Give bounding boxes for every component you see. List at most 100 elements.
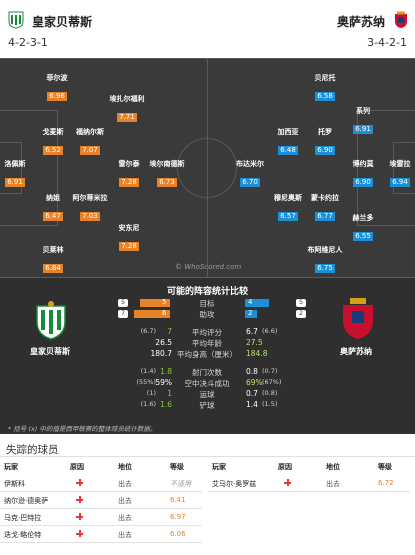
player-torro[interactable]: 托罗 6.90 (315, 128, 335, 155)
away-stat-value: 1.4 (246, 400, 258, 409)
watermark: © WhoScored.com (175, 263, 242, 271)
header-reason-away: 原因 (278, 463, 292, 471)
missing-player-rating: 6.06 (170, 530, 186, 538)
home-team-name[interactable]: 皇家贝蒂斯 (32, 15, 93, 29)
home-stat-value: 6 (162, 309, 167, 317)
player-nazhe[interactable]: 纳姐 6.47 (43, 194, 63, 221)
stat-label: 射门次数 (192, 368, 222, 377)
missing-player-rating: 6.97 (170, 513, 186, 521)
header-status-away: 地位 (326, 463, 340, 471)
away-league-value: (67%) (262, 378, 282, 386)
away-league-value: (1.5) (262, 400, 278, 408)
missing-player-row[interactable]: 迭戈·略伦特 出去 6.06 (0, 526, 202, 543)
away-team-name[interactable]: 奥萨苏纳 (336, 15, 385, 29)
missing-player-row[interactable]: 伊斯科 出去 不适用 (0, 475, 202, 492)
away-league-badge: 5 (296, 299, 306, 307)
header-player-away: 玩家 (212, 463, 226, 471)
home-league-badge: 5 (118, 299, 128, 307)
player-boyomo[interactable]: 博约莫 6.90 (352, 160, 374, 187)
player-benito[interactable]: 贝尼托 6.58 (314, 74, 336, 101)
home-stat-bar (140, 299, 170, 307)
player-buaweini[interactable]: 布阿维尼人 6.75 (307, 246, 343, 273)
away-stat-value: 0.8 (246, 367, 258, 376)
stat-row: (6.7) 7 平均评分 6.7 (6.6) (0, 327, 415, 338)
home-stat-value: 7 (167, 327, 172, 336)
stat-row: (1.6) 1.6 铲球 1.4 (1.5) (0, 400, 415, 411)
missing-player-rating: 不适用 (170, 480, 191, 488)
header-status: 地位 (118, 463, 132, 471)
pitch: 菲尔波 6.96 戈麦斯 6.52 洛佩斯 6.91 纳姐 6.47 贝莱林 6.84 埃… (0, 58, 415, 278)
missing-player-row[interactable]: 艾马尔·奥罗兹 出去 6.72 (208, 475, 410, 492)
player-moncayola[interactable]: 蒙卡约拉 6.77 (311, 194, 339, 221)
injury-cross-icon (76, 513, 83, 520)
stat-label: 目标 (199, 299, 215, 308)
away-formation: 3-4-2-1 (367, 36, 407, 49)
stat-bar-row: 5 5 目标 4 5 (0, 298, 415, 309)
header-player: 玩家 (4, 463, 18, 471)
home-league-badge: 7 (118, 310, 128, 318)
stat-label: 运球 (199, 390, 215, 399)
player-filpo[interactable]: 菲尔波 6.96 (46, 74, 68, 101)
player-hernandez[interactable]: 埃尔南德斯 6.73 (149, 160, 185, 187)
injury-cross-icon (76, 479, 83, 486)
missing-player-rating: 6.41 (170, 496, 186, 504)
player-budimir[interactable]: 布达米尔 6.70 (236, 160, 264, 187)
stat-label: 平均身高（厘米） (177, 350, 237, 359)
home-league-value: (1.6) (140, 400, 156, 408)
stat-label: 平均评分 (192, 328, 222, 337)
player-lopez[interactable]: 洛佩斯 6.91 (4, 160, 26, 187)
player-herrera[interactable]: 埃雷拉 6.94 (389, 160, 411, 187)
missing-player-name[interactable]: 纳尔逊·德奥萨 (4, 497, 49, 505)
away-league-badge: 2 (296, 310, 306, 318)
player-leiertai[interactable]: 雷尔泰 7.28 (118, 160, 140, 187)
header-rating: 等级 (170, 463, 184, 471)
player-antony[interactable]: 安东尼 7.28 (118, 224, 140, 251)
away-league-value: (6.6) (262, 327, 278, 335)
stat-row: (1.4) 1.8 射门次数 0.8 (0.7) (0, 367, 415, 378)
missing-player-name[interactable]: 迭戈·略伦特 (4, 531, 42, 539)
player-garcia[interactable]: 加西亚 6.48 (277, 128, 299, 155)
stat-label: 平均年龄 (192, 339, 222, 348)
home-stat-value: 180.7 (150, 349, 172, 358)
stats-home-team: 皇家贝蒂斯 (30, 347, 70, 356)
missing-player-row[interactable]: 纳尔逊·德奥萨 出去 6.41 (0, 492, 202, 509)
away-stat-value: 69% (246, 378, 263, 387)
player-altimira[interactable]: 阿尔蒂米拉 7.03 (72, 194, 108, 221)
away-league-value: (0.7) (262, 367, 278, 375)
home-league-value: (55%) (136, 378, 156, 386)
injury-cross-icon (76, 530, 83, 537)
missing-player-rating: 6.72 (378, 479, 394, 487)
home-stat-value: 1.6 (160, 400, 172, 409)
away-stat-value: 184.8 (246, 349, 268, 358)
away-league-value: (0.8) (262, 389, 278, 397)
away-stat-value: 4 (248, 298, 253, 306)
missing-player-status: 出去 (118, 514, 132, 522)
player-munoz[interactable]: 穆尼奥斯 6.57 (274, 194, 302, 221)
stat-bar-row: 7 6 助攻 2 2 (0, 309, 415, 320)
player-xilie[interactable]: 系列 6.91 (353, 107, 373, 134)
injury-cross-icon (76, 496, 83, 503)
real-betis-crest-icon (8, 11, 24, 29)
missing-player-name[interactable]: 伊斯科 (4, 480, 25, 488)
missing-player-status: 出去 (118, 497, 132, 505)
player-ezzalzouli[interactable]: 埃扎尔福利 7.71 (109, 95, 145, 122)
player-helando[interactable]: 赫兰多 6.55 (352, 214, 374, 241)
stats-title: 可能的阵容统计比较 (166, 287, 248, 297)
missing-player-name[interactable]: 艾马尔·奥罗兹 (212, 480, 257, 488)
stats-away-team: 奥萨苏纳 (340, 347, 372, 356)
away-stat-value: 6.7 (246, 327, 258, 336)
home-stat-value: 59% (155, 378, 172, 387)
lineup-stats-panel: 可能的阵容统计比较 皇家贝蒂斯 奥萨苏纳 5 5 目标 4 5 7 6 助攻 2 2 (6.7) 7… (0, 278, 415, 434)
player-bellerin[interactable]: 贝莱林 6.84 (42, 246, 64, 273)
stat-row: 26.5 平均年龄 27.5 (0, 338, 415, 349)
missing-player-name[interactable]: 马克·巴特拉 (4, 514, 42, 522)
away-stat-value: 27.5 (246, 338, 263, 347)
away-stat-value: 0.7 (246, 389, 258, 398)
player-fornals[interactable]: 福纳尔斯 7.07 (76, 128, 104, 155)
header-rating-away: 等级 (378, 463, 392, 471)
stat-label: 空中决斗成功 (184, 379, 230, 388)
osasuna-crest-large-icon (343, 298, 373, 339)
missing-player-row[interactable]: 马克·巴特拉 出去 6.97 (0, 509, 202, 526)
osasuna-crest-icon (395, 11, 407, 28)
player-gomez[interactable]: 戈麦斯 6.52 (42, 128, 64, 155)
